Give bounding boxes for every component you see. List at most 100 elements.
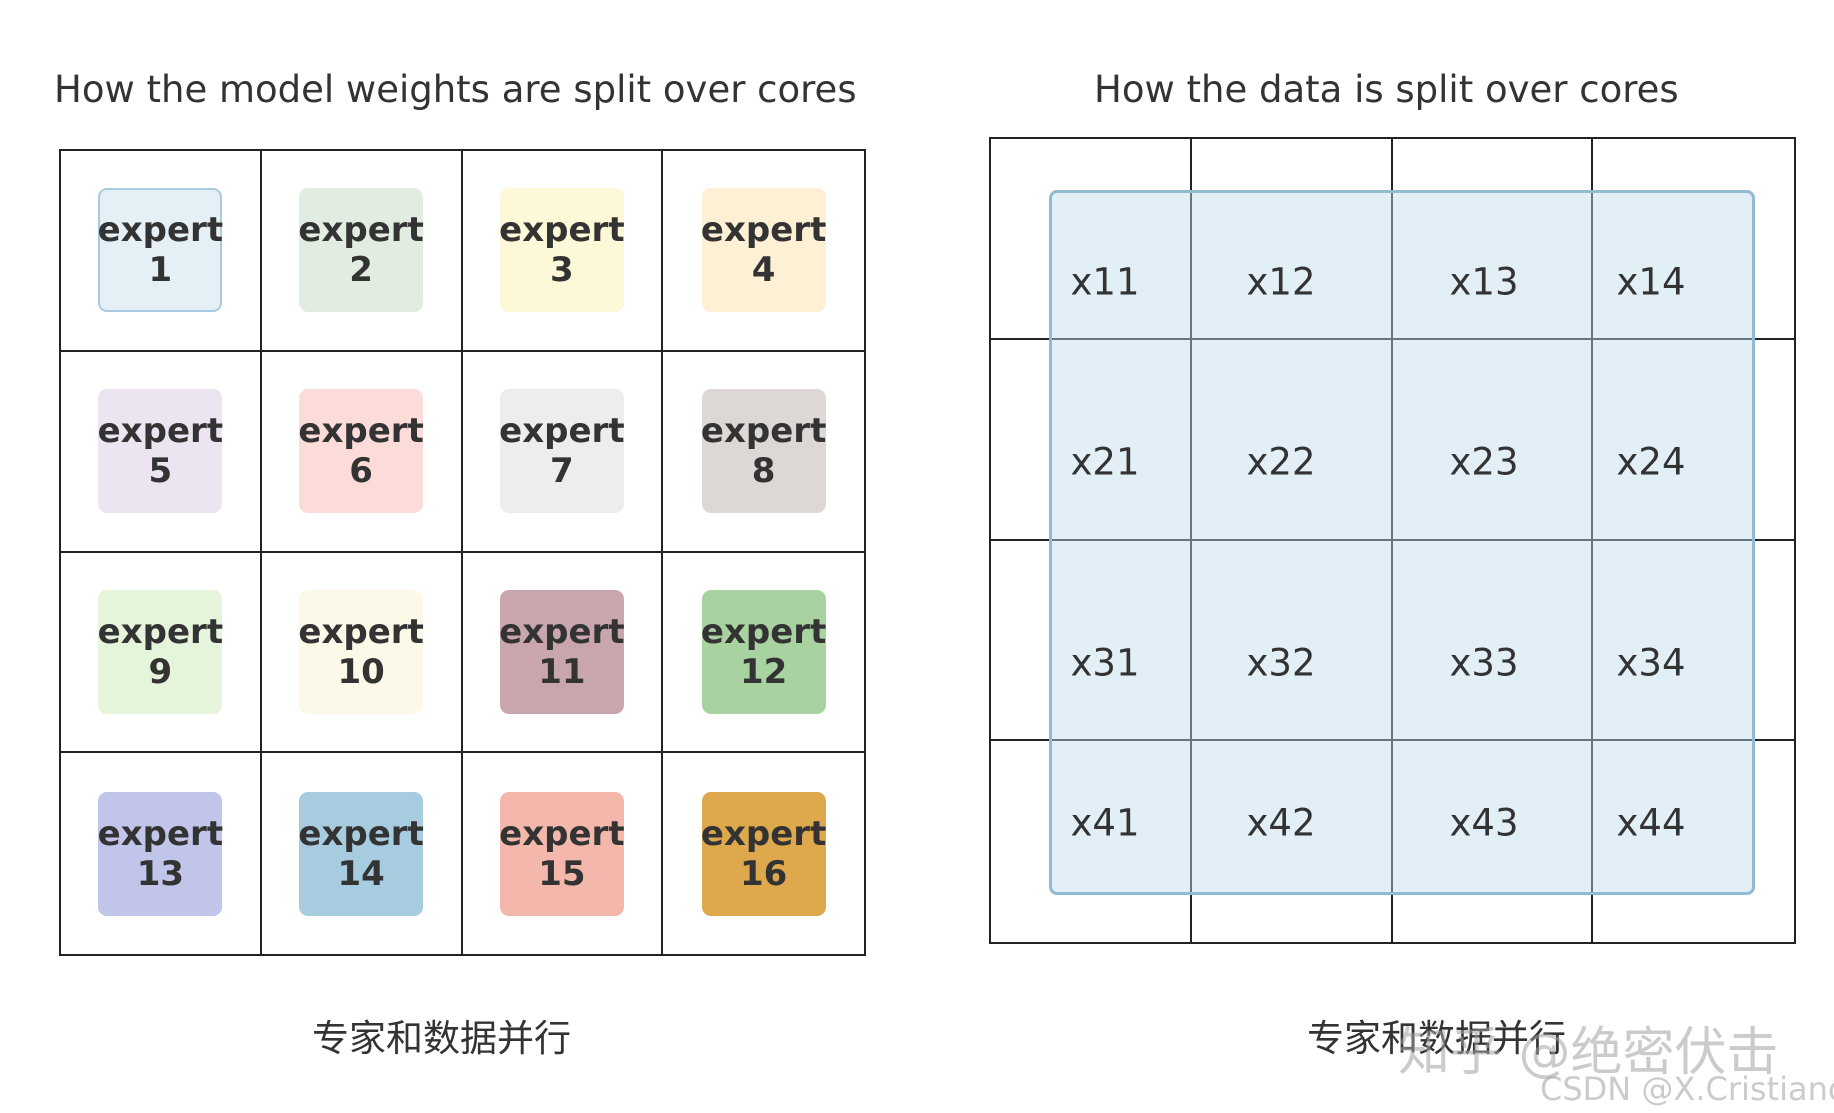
csdn-watermark: CSDN @X.Cristiano xyxy=(1540,1070,1834,1108)
expert-number: 6 xyxy=(349,451,373,492)
expert-box-11: expert 11 xyxy=(499,589,625,714)
weights-grid-cell: expert 11 xyxy=(462,552,664,754)
data-grid-cell xyxy=(1392,339,1594,541)
expert-word: expert xyxy=(97,411,224,452)
data-panel-title: How the data is split over cores xyxy=(1094,68,1679,111)
expert-number: 5 xyxy=(148,451,173,492)
weights-grid-cell: expert 4 xyxy=(663,151,864,352)
expert-number: 15 xyxy=(538,853,586,894)
data-grid-cell xyxy=(1191,139,1393,340)
weights-grid-cell: expert 15 xyxy=(463,753,664,954)
expert-box-14: expert 14 xyxy=(298,791,424,916)
weights-panel-title: How the model weights are split over cor… xyxy=(54,68,857,111)
expert-box-16: expert 16 xyxy=(700,791,827,916)
weights-grid-cell: expert 2 xyxy=(261,151,463,352)
data-grid-cell xyxy=(1392,540,1594,742)
expert-box-10: expert 10 xyxy=(298,589,424,714)
weights-grid-cell: expert 14 xyxy=(262,753,463,954)
expert-number: 14 xyxy=(337,853,385,894)
expert-word: expert xyxy=(97,813,224,854)
expert-box-4: expert 4 xyxy=(700,188,827,313)
expert-number: 10 xyxy=(337,651,385,692)
data-block-label: x22 xyxy=(1246,440,1316,484)
expert-number: 16 xyxy=(739,853,788,894)
data-block-label: x31 xyxy=(1070,641,1140,685)
expert-number: 11 xyxy=(538,651,586,692)
data-block-label: x13 xyxy=(1449,260,1519,304)
weights-grid-cell: expert 12 xyxy=(663,553,864,754)
data-panel-caption: 专家和数据并行 xyxy=(1307,1017,1566,1060)
expert-box-6: expert 6 xyxy=(298,389,424,514)
expert-number: 1 xyxy=(148,250,173,291)
expert-box-7: expert 7 xyxy=(499,389,625,514)
expert-word: expert xyxy=(700,611,827,652)
weights-grid-cell: expert 16 xyxy=(663,753,864,954)
data-block-label: x11 xyxy=(1070,260,1140,304)
data-grid-cell xyxy=(1392,139,1594,340)
weights-grid-cell: expert 6 xyxy=(261,351,463,553)
expert-word: expert xyxy=(499,813,625,854)
expert-word: expert xyxy=(700,210,827,251)
expert-word: expert xyxy=(298,210,424,251)
data-block-label: x42 xyxy=(1246,801,1316,845)
expert-number: 8 xyxy=(751,451,776,492)
data-block-label: x43 xyxy=(1449,801,1519,845)
data-grid xyxy=(989,137,1796,944)
data-grid-cell xyxy=(991,540,1192,742)
expert-box-13: expert 13 xyxy=(97,791,224,916)
expert-number: 9 xyxy=(148,651,173,692)
data-block-label: x33 xyxy=(1449,641,1519,685)
weights-panel-caption: 专家和数据并行 xyxy=(312,1017,571,1060)
data-grid-cell xyxy=(991,741,1192,942)
expert-word: expert xyxy=(97,611,224,652)
expert-box-2: expert 2 xyxy=(298,188,424,313)
expert-box-1: expert 1 xyxy=(97,188,224,313)
expert-box-9: expert 9 xyxy=(97,589,224,714)
data-block-label: x41 xyxy=(1070,801,1140,845)
data-grid-cell xyxy=(1192,741,1393,942)
expert-box-15: expert 15 xyxy=(499,791,625,916)
expert-word: expert xyxy=(499,611,625,652)
weights-grid-cell: expert 10 xyxy=(261,552,463,754)
data-grid-cell xyxy=(1593,541,1794,742)
weights-grid-cell: expert 1 xyxy=(61,151,262,352)
data-overlay xyxy=(1049,190,1755,895)
data-grid-cell xyxy=(1393,741,1594,942)
data-grid-cell xyxy=(1191,339,1393,541)
weights-grid-cell: expert 3 xyxy=(462,151,664,352)
expert-word: expert xyxy=(700,411,827,452)
expert-number: 3 xyxy=(550,250,574,291)
data-grid-cell xyxy=(1191,540,1393,742)
expert-word: expert xyxy=(700,813,827,854)
weights-grid-cell: expert 7 xyxy=(462,351,664,553)
expert-number: 12 xyxy=(739,651,788,692)
weights-grid-cell: expert 9 xyxy=(61,552,262,754)
expert-word: expert xyxy=(97,210,224,251)
expert-box-5: expert 5 xyxy=(97,389,224,514)
weights-grid-cell: expert 8 xyxy=(663,352,864,553)
data-block-label: x21 xyxy=(1070,440,1140,484)
expert-number: 2 xyxy=(349,250,373,291)
data-block-label: x14 xyxy=(1616,260,1686,304)
expert-word: expert xyxy=(499,210,625,251)
data-block-label: x23 xyxy=(1449,440,1519,484)
expert-box-8: expert 8 xyxy=(700,389,827,514)
weights-grid-cell: expert 13 xyxy=(61,753,262,954)
data-block-label: x32 xyxy=(1246,641,1316,685)
expert-word: expert xyxy=(298,611,424,652)
expert-word: expert xyxy=(298,411,424,452)
data-grid-cell xyxy=(991,139,1192,340)
expert-number: 7 xyxy=(550,451,574,492)
expert-word: expert xyxy=(298,813,424,854)
data-grid-cell xyxy=(1593,139,1794,340)
weights-grid-cell: expert 5 xyxy=(61,351,262,553)
data-block-label: x24 xyxy=(1616,440,1686,484)
data-grid-cell xyxy=(991,339,1192,541)
expert-word: expert xyxy=(499,411,625,452)
expert-box-12: expert 12 xyxy=(700,589,827,714)
data-block-label: x44 xyxy=(1616,801,1686,845)
expert-number: 13 xyxy=(136,853,185,894)
expert-number: 4 xyxy=(751,250,776,291)
data-block-label: x12 xyxy=(1246,260,1316,304)
expert-box-3: expert 3 xyxy=(499,188,625,313)
